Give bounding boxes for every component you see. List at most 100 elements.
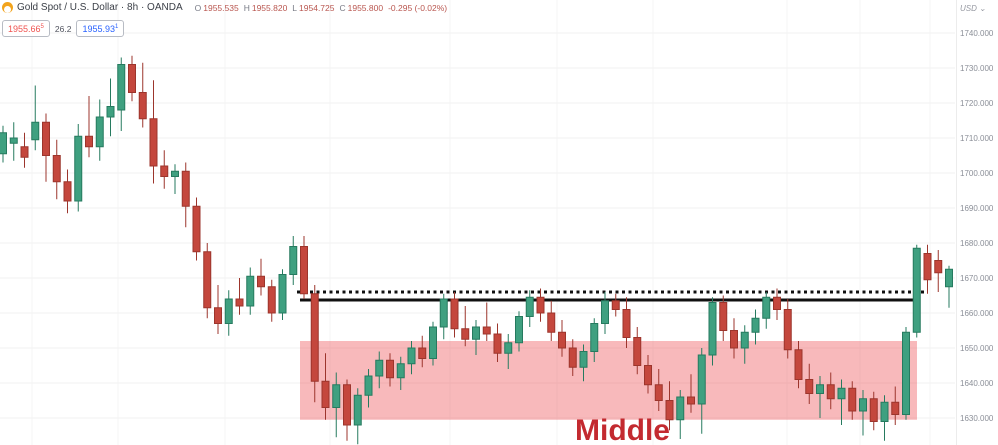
candle-up [278,274,287,314]
candle-up [439,298,448,328]
change-value: -0.295 (-0.02%) [388,2,448,13]
candle-up [246,275,255,307]
candle-down [611,300,620,310]
candle-down [386,359,394,379]
candle-down [783,309,792,351]
high-label: H [243,2,250,13]
candle-down [85,135,93,148]
candle-up [902,331,910,415]
price-tick-label: 1680.000 [960,239,994,248]
candle-up [74,135,83,202]
candle-down [310,293,319,382]
candle-up [407,347,416,365]
resistance-lines-layer[interactable] [297,290,925,302]
candle-down [934,260,943,274]
price-tick-label: 1640.000 [960,379,994,388]
candle-down [493,333,502,354]
candle-down [461,328,470,340]
buy-price-button[interactable]: 1955.931 [76,20,125,37]
candle-down [192,205,201,253]
low-label: L [292,2,298,13]
candle-up [590,323,599,352]
candle-down [450,298,459,330]
candle-up [816,384,824,394]
candle-down [321,380,330,408]
candle-down [687,396,695,405]
candle-down [42,121,50,156]
supply-zone[interactable] [300,341,917,420]
candle-down [568,347,577,368]
candle-up [525,296,534,317]
symbol-title[interactable]: Gold Spot / U.S. Dollar · 8h · OANDA [17,2,183,13]
candle-up [697,354,706,405]
candle-up [912,247,921,333]
candle-down [343,384,351,426]
sell-price-fraction: 5 [40,24,44,30]
candle-down [558,331,566,349]
price-tick-label: 1720.000 [960,99,994,108]
candle-down [203,251,212,309]
gold-instrument-logo-icon [2,2,13,13]
candle-down [536,296,545,314]
candle-up [504,342,513,354]
candle-up [429,326,437,359]
spread-value: 26.2 [54,23,72,34]
candle-up [945,268,953,288]
candle-up [837,387,846,400]
candle-down [848,387,857,412]
price-axis[interactable]: USD ⌄ 1740.000 1730.000 1720.000 1710.000 17… [956,0,998,445]
candle-up [117,64,126,111]
candle-down [128,64,136,93]
candle-down [826,384,835,400]
candle-down [633,337,642,366]
candle-down [730,330,738,349]
buy-price: 1955.93 [82,24,115,34]
candle-up [579,351,588,368]
candle-up [740,331,749,349]
grid-layer [0,0,955,445]
candle-up [289,246,298,275]
candle-down [665,400,674,421]
candle-up [708,302,717,356]
close-label: C [339,2,346,13]
candle-up [751,317,760,333]
candle-up [859,398,867,412]
candle-up [106,106,115,118]
candle-down [869,398,878,422]
price-tick-label: 1690.000 [960,204,994,213]
candle-up [472,326,480,340]
supply-zone-layer[interactable] [300,341,917,420]
candle-up [332,384,341,408]
low-value: 1954.725 [299,2,335,13]
candle-down [52,155,61,183]
middle-annotation-label[interactable]: Middle [575,414,670,445]
candle-down [482,326,491,335]
open-label: O [194,2,202,13]
ohlc-readout: O 1955.535 H 1955.820 L 1954.725 C 1955.… [195,3,448,13]
candle-up [396,363,405,379]
candle-up [601,300,609,324]
candle-down [891,401,900,415]
candles-layer [0,55,953,445]
candle-down [644,365,652,386]
price-tick-label: 1710.000 [960,134,994,143]
price-tick-label: 1670.000 [960,274,994,283]
candle-down [235,298,244,307]
candle-down [719,302,728,331]
price-tick-label: 1740.000 [960,29,994,38]
candle-up [224,298,233,324]
candle-down [160,165,169,177]
candle-down [773,296,781,310]
candle-up [676,396,685,421]
candle-up [375,359,384,377]
candle-down [622,309,631,338]
candle-down [418,347,427,359]
candle-down [257,275,265,288]
buy-price-fraction: 1 [114,24,119,30]
sell-price-button[interactable]: 1955.665 [2,20,50,37]
candle-down [805,379,814,394]
price-tick-label: 1630.000 [960,414,994,423]
candle-down [923,253,932,281]
